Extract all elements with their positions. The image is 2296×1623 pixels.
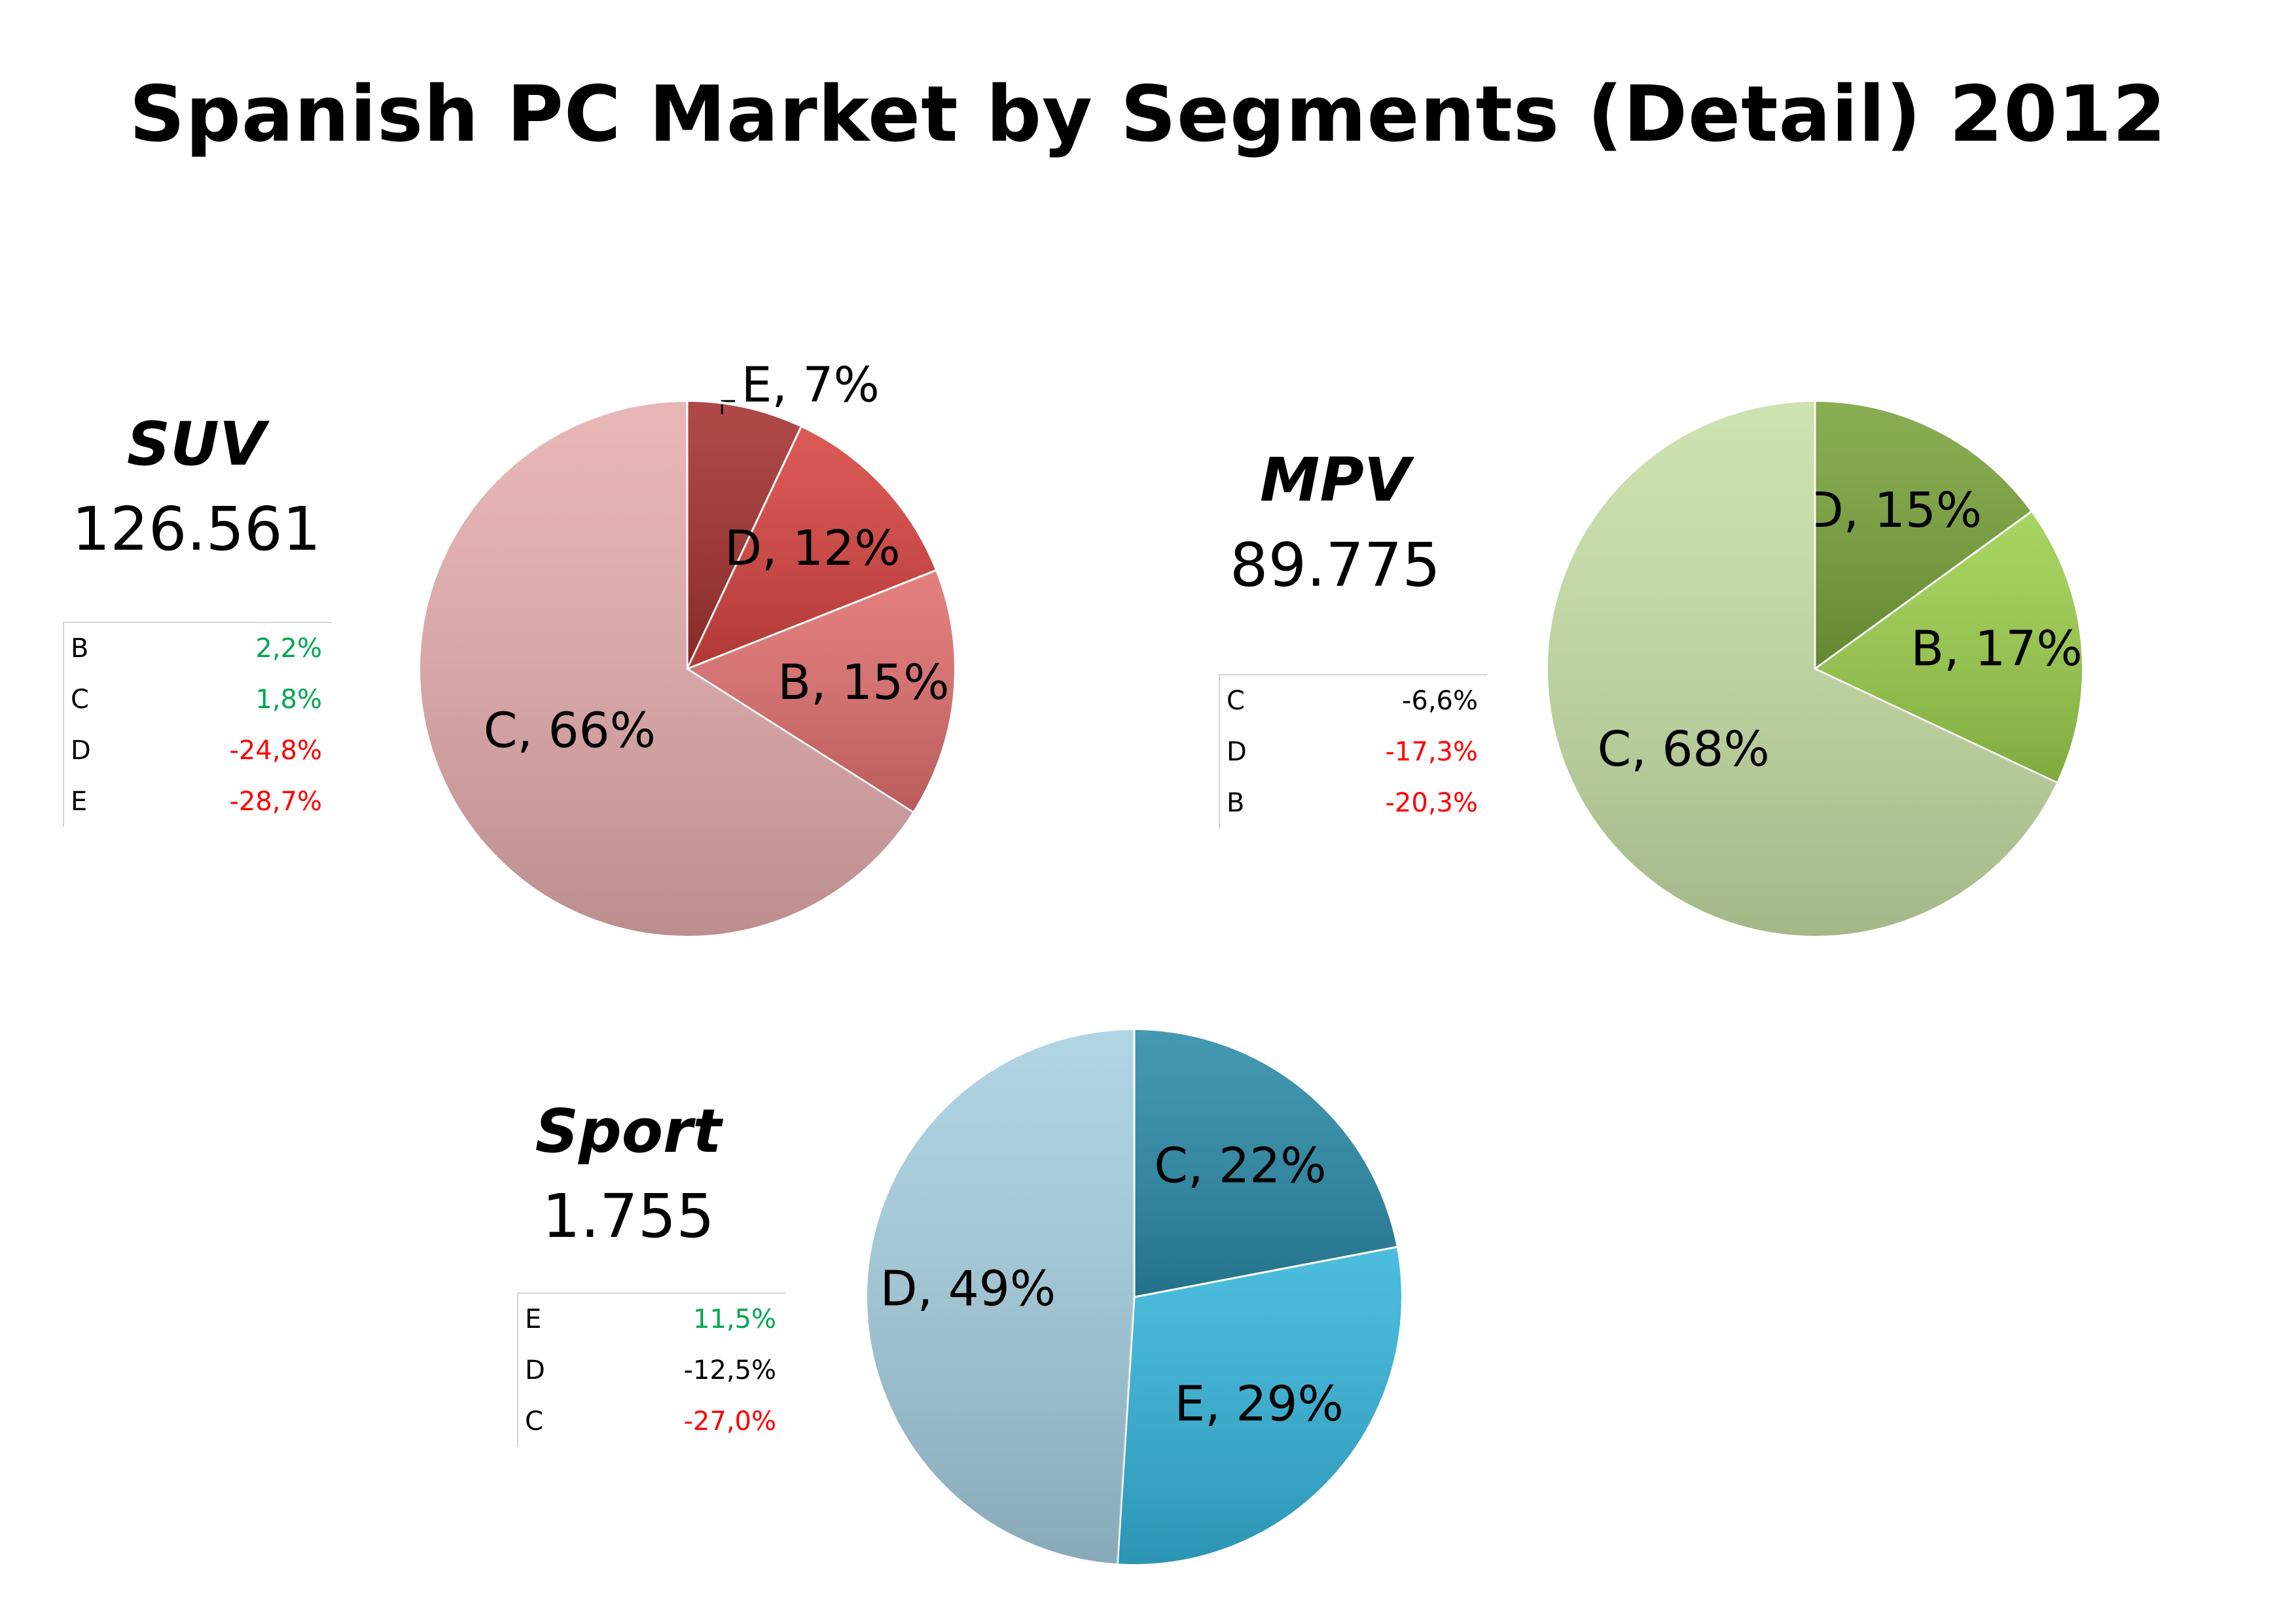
slice-label-b: B, 17% — [1910, 620, 2082, 677]
sport-total: 1.755 — [542, 1181, 715, 1251]
sport-growth-table: E 11,5% D -12,5% C -27,0% — [517, 1293, 785, 1447]
segment-cell: C — [63, 674, 128, 725]
pie-rim — [1545, 399, 2085, 938]
growth-cell: -12,5% — [683, 1355, 776, 1385]
table-row: D -17,3% — [1219, 726, 1487, 777]
pie-slice-shade — [687, 401, 802, 669]
table-row: C 1,8% — [63, 674, 331, 725]
segment-cell: D — [1219, 726, 1283, 777]
suv-growth-table: B 2,2% C 1,8% D -24,8% E -28,7% — [63, 622, 331, 827]
table-row: C -27,0% — [517, 1396, 785, 1447]
table-row: D -12,5% — [517, 1345, 785, 1396]
pie-slice-shade — [1815, 401, 2032, 669]
segment-cell: C — [1219, 674, 1283, 726]
leader-line — [721, 400, 736, 414]
slice-label-d: D, 49% — [880, 1261, 1056, 1317]
table-row: E 11,5% — [517, 1293, 785, 1345]
pie-slice-shade — [1547, 401, 2058, 937]
table-row: E -28,7% — [63, 776, 331, 827]
table-row: D -24,8% — [63, 725, 331, 776]
slice-label-c: C, 68% — [1598, 721, 1770, 777]
pie-slice-shade — [687, 570, 956, 813]
slice-label-e: E, 29% — [1175, 1376, 1344, 1433]
sport-pie: C, 22% E, 29% D, 49% — [865, 1027, 1404, 1567]
table-row: B -20,3% — [1219, 777, 1487, 829]
segment-cell: D — [63, 725, 128, 776]
suv-title: SUV — [126, 409, 266, 479]
suv-pie: E, 7% D, 12% B, 15% C, 66% — [418, 357, 957, 938]
slice-label-b: B, 15% — [778, 654, 949, 711]
mpv-growth-table: C -6,6% D -17,3% B -20,3% — [1219, 674, 1487, 829]
slice-label-d: D, 12% — [725, 520, 901, 577]
growth-cell: -20,3% — [1385, 788, 1478, 818]
mpv-pie: D, 15% B, 17% C, 68% — [1545, 399, 2085, 938]
pie-slice-shade — [1117, 1247, 1403, 1565]
segment-cell: C — [517, 1396, 582, 1447]
slice-label-c: C, 22% — [1154, 1138, 1326, 1194]
segment-cell: D — [517, 1345, 582, 1396]
slice-label-c: C, 66% — [484, 702, 656, 758]
segment-cell: E — [517, 1293, 582, 1345]
pie-rim — [418, 399, 957, 938]
growth-cell: 1,8% — [255, 685, 322, 715]
pie-slice-shade — [866, 1029, 1134, 1565]
page-title: Spanish PC Market by Segments (Detail) 2… — [129, 69, 2167, 159]
growth-cell: -28,7% — [229, 787, 322, 817]
growth-cell: -24,8% — [229, 736, 322, 766]
pie-rim — [865, 1027, 1404, 1567]
slice-label-d: D, 15% — [1806, 482, 1982, 539]
slice-label-e: E, 7% — [742, 357, 880, 413]
pie-slice-shade — [687, 426, 937, 669]
mpv-title: MPV — [1259, 445, 1411, 515]
growth-cell: -6,6% — [1283, 674, 1487, 726]
segment-cell: E — [63, 776, 128, 827]
sport-title: Sport — [535, 1096, 722, 1166]
pie-slice-shade — [1134, 1029, 1398, 1297]
growth-cell: 11,5% — [581, 1293, 785, 1345]
growth-cell: 2,2% — [127, 622, 331, 674]
segment-cell: B — [63, 622, 128, 674]
mpv-total: 89.775 — [1230, 530, 1441, 600]
growth-cell: -17,3% — [1385, 737, 1478, 767]
table-row: C -6,6% — [1219, 674, 1487, 726]
suv-total: 126.561 — [71, 494, 321, 564]
pie-slice-shade — [1815, 511, 2083, 783]
pie-slice-shade — [419, 401, 914, 937]
growth-cell: -27,0% — [683, 1406, 776, 1436]
segment-cell: B — [1219, 777, 1283, 829]
table-row: B 2,2% — [63, 622, 331, 674]
